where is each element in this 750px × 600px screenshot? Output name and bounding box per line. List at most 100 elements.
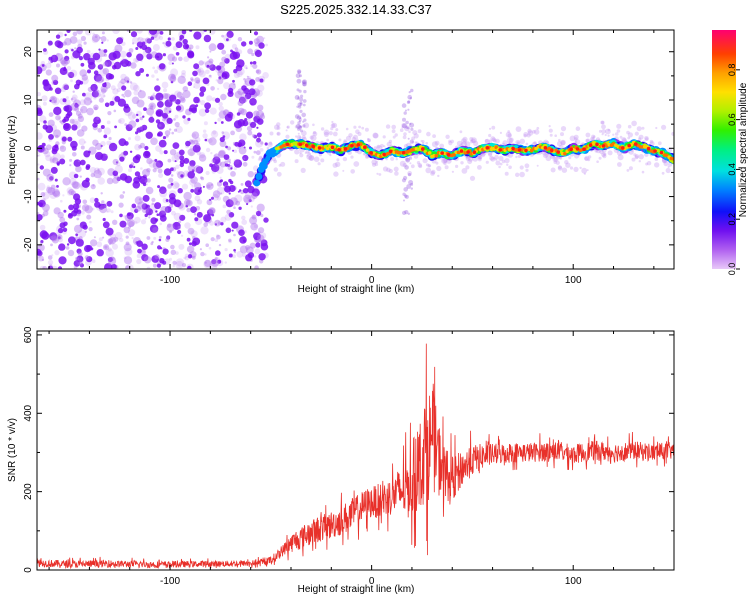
noise-point [199,186,202,190]
ridge-halo-point [455,164,459,168]
streak-point [404,210,409,215]
ridge-halo-point [617,154,624,161]
noise-point [142,41,146,45]
streak-point [404,165,409,170]
ridge-halo-point [644,137,649,142]
ridge-halo-point [394,171,399,176]
ridge-halo-point [634,131,639,136]
noise-point [182,86,189,92]
x-tick-label: 0 [369,576,375,587]
noise-point [42,168,51,177]
ridge-peak-point [575,147,580,151]
noise-point [204,253,207,256]
ridge-halo-point [404,157,409,161]
noise-point [104,263,113,269]
snr-frame [36,330,675,571]
noise-point [71,118,79,126]
noise-point [85,165,90,170]
noise-point [92,32,95,36]
noise-point [258,155,263,159]
noise-point [52,157,59,164]
noise-point [206,184,211,189]
streak-point [302,81,307,87]
noise-point [142,168,150,177]
ridge-halo-point [626,169,630,172]
noise-point [37,92,41,97]
noise-point [188,242,192,246]
noise-point [246,125,253,132]
noise-point [41,95,48,102]
noise-point [47,259,54,266]
ridge-halo-point [271,157,276,162]
noise-point [194,77,201,84]
noise-point [238,96,246,104]
ridge-peak-point [485,146,490,150]
streak-point [407,127,410,130]
noise-point [50,235,58,242]
ridge-halo-point [385,124,391,129]
noise-point [45,79,48,82]
noise-point [169,257,172,261]
noise-point [164,206,172,213]
noise-point [236,70,243,78]
noise-point [71,124,78,131]
noise-point [98,97,104,103]
ridge-halo-point [273,159,278,164]
noise-point [59,222,66,229]
ridge-halo-point [601,120,605,125]
ridge-halo-point [593,135,596,138]
noise-point [152,66,156,70]
ridge-point [416,147,421,152]
noise-point [94,81,97,84]
noise-point [90,172,96,178]
noise-point [51,96,55,101]
noise-point [154,52,163,61]
streak-point [408,91,411,94]
noise-point [228,238,232,242]
ridge-halo-point [298,136,302,140]
noise-point [166,117,173,124]
noise-point [46,88,49,92]
noise-point [81,179,90,188]
noise-point [95,92,101,98]
ridge-halo-point [413,154,419,159]
noise-point [93,104,99,111]
noise-point [148,102,156,110]
noise-point [224,160,228,164]
noise-point [146,107,155,116]
noise-point [199,86,207,93]
ridge-halo-point [335,128,339,132]
noise-point [136,258,142,265]
noise-point [64,105,73,113]
noise-point [171,131,174,135]
ridge-peak-point [356,143,361,147]
ridge-halo-point [634,154,640,159]
noise-point [65,246,70,250]
noise-point [169,230,173,234]
noise-point [170,80,174,84]
ridge-halo-point [460,143,463,146]
noise-point [86,256,93,263]
streak-point [299,109,303,113]
noise-point [175,251,179,255]
noise-point [205,147,211,153]
noise-point [133,165,136,169]
noise-point [182,115,186,119]
ridge-halo-point [402,135,407,140]
noise-point [204,261,207,264]
ridge-halo-point [574,153,580,159]
noise-point [37,66,43,75]
streak-point [297,96,300,99]
noise-point [109,237,117,245]
noise-point [162,42,165,45]
noise-point [99,36,102,39]
noise-point [172,221,181,230]
noise-point [65,96,69,100]
noise-point [220,161,226,168]
streak-point [296,88,300,92]
streak-point [404,194,408,198]
noise-point [254,49,262,58]
noise-point [187,164,195,172]
